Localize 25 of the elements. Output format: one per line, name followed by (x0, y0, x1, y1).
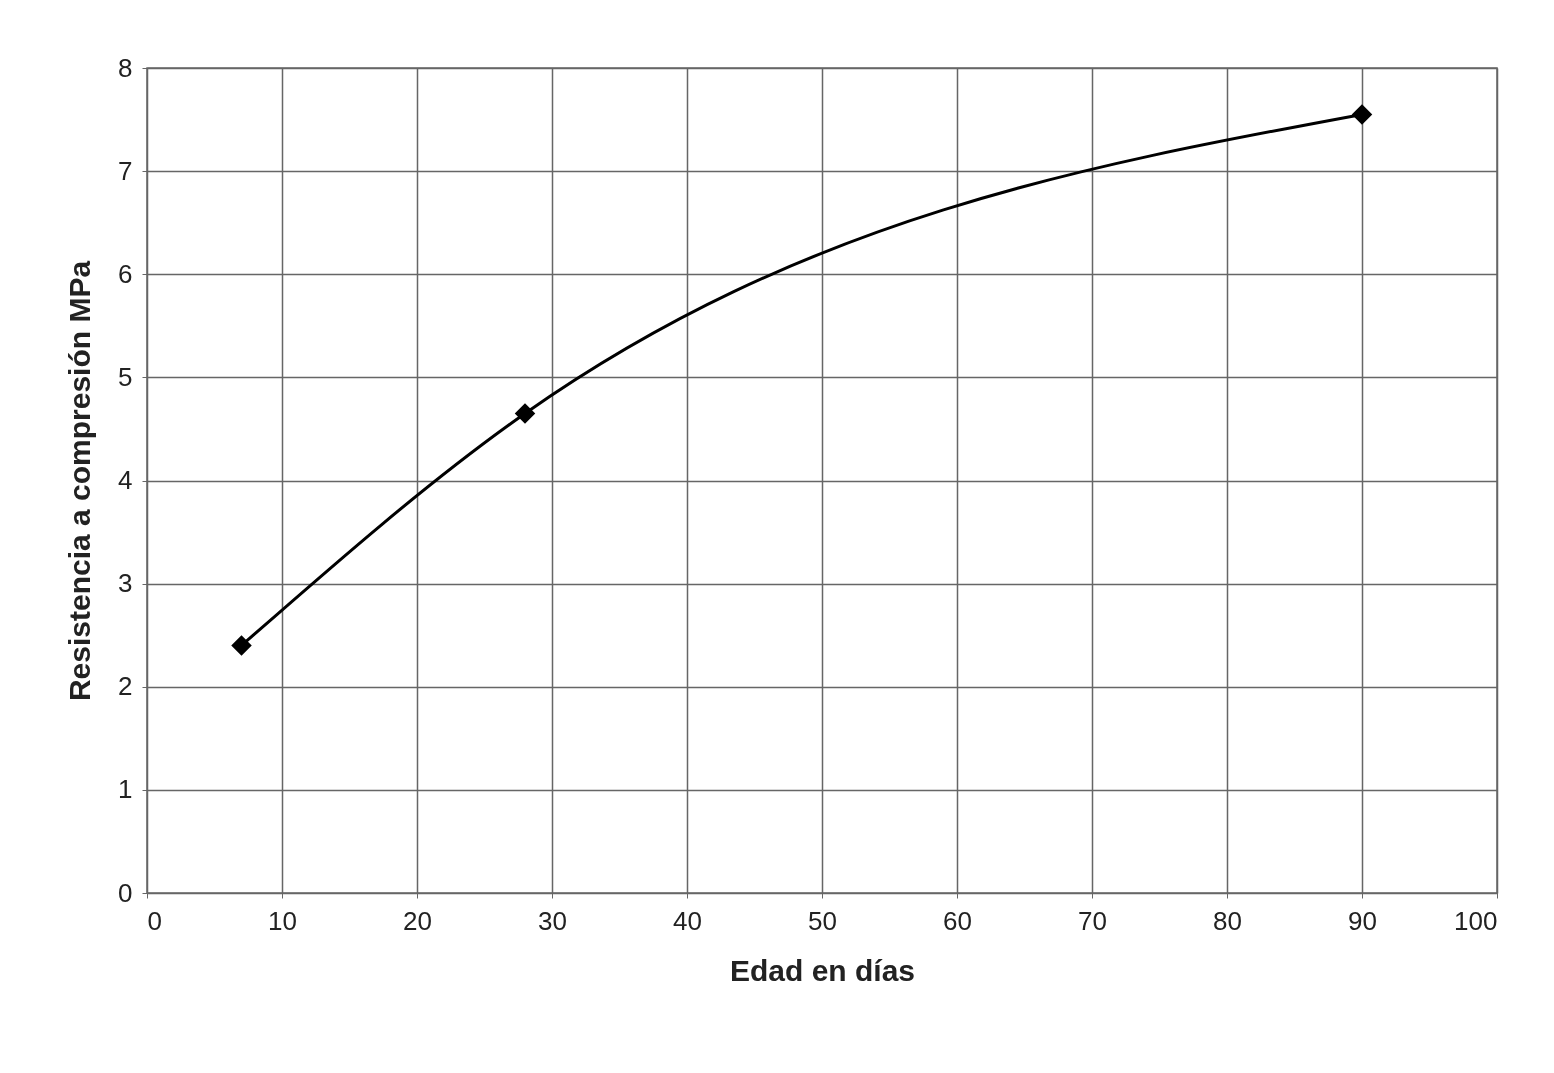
y-tick-label: 8 (118, 52, 133, 83)
x-tick-label: 70 (1078, 905, 1107, 936)
y-tick-label: 3 (118, 568, 133, 599)
x-tick-label: 100 (1454, 905, 1498, 936)
point (514, 403, 536, 424)
x-axis-title: Edad en días (729, 953, 916, 987)
y-tick-label: 5 (118, 361, 133, 392)
y-tick-label: 4 (118, 465, 133, 495)
x-tick-label: 10 (268, 905, 297, 936)
y-axis-title: Resistencia a compresión MPa (63, 260, 97, 702)
y-tick-label: 0 (118, 877, 133, 908)
y-tick-label: 6 (118, 258, 133, 289)
point (231, 635, 252, 656)
x-tick-label: 40 (673, 905, 702, 936)
x-tick-label: 90 (1348, 905, 1377, 936)
x-tick-label: 20 (403, 905, 432, 936)
point (1351, 104, 1373, 125)
x-tick-label: 30 (538, 905, 567, 936)
x-tick-label: 50 (808, 905, 837, 936)
x-tick-label: 80 (1213, 905, 1242, 936)
x-tick-label: 0 (147, 905, 162, 936)
x-tick-label: 60 (943, 905, 972, 936)
y-tick-label: 2 (118, 671, 133, 702)
y-tick-label: 7 (118, 155, 133, 186)
y-tick-label: 1 (118, 774, 133, 805)
